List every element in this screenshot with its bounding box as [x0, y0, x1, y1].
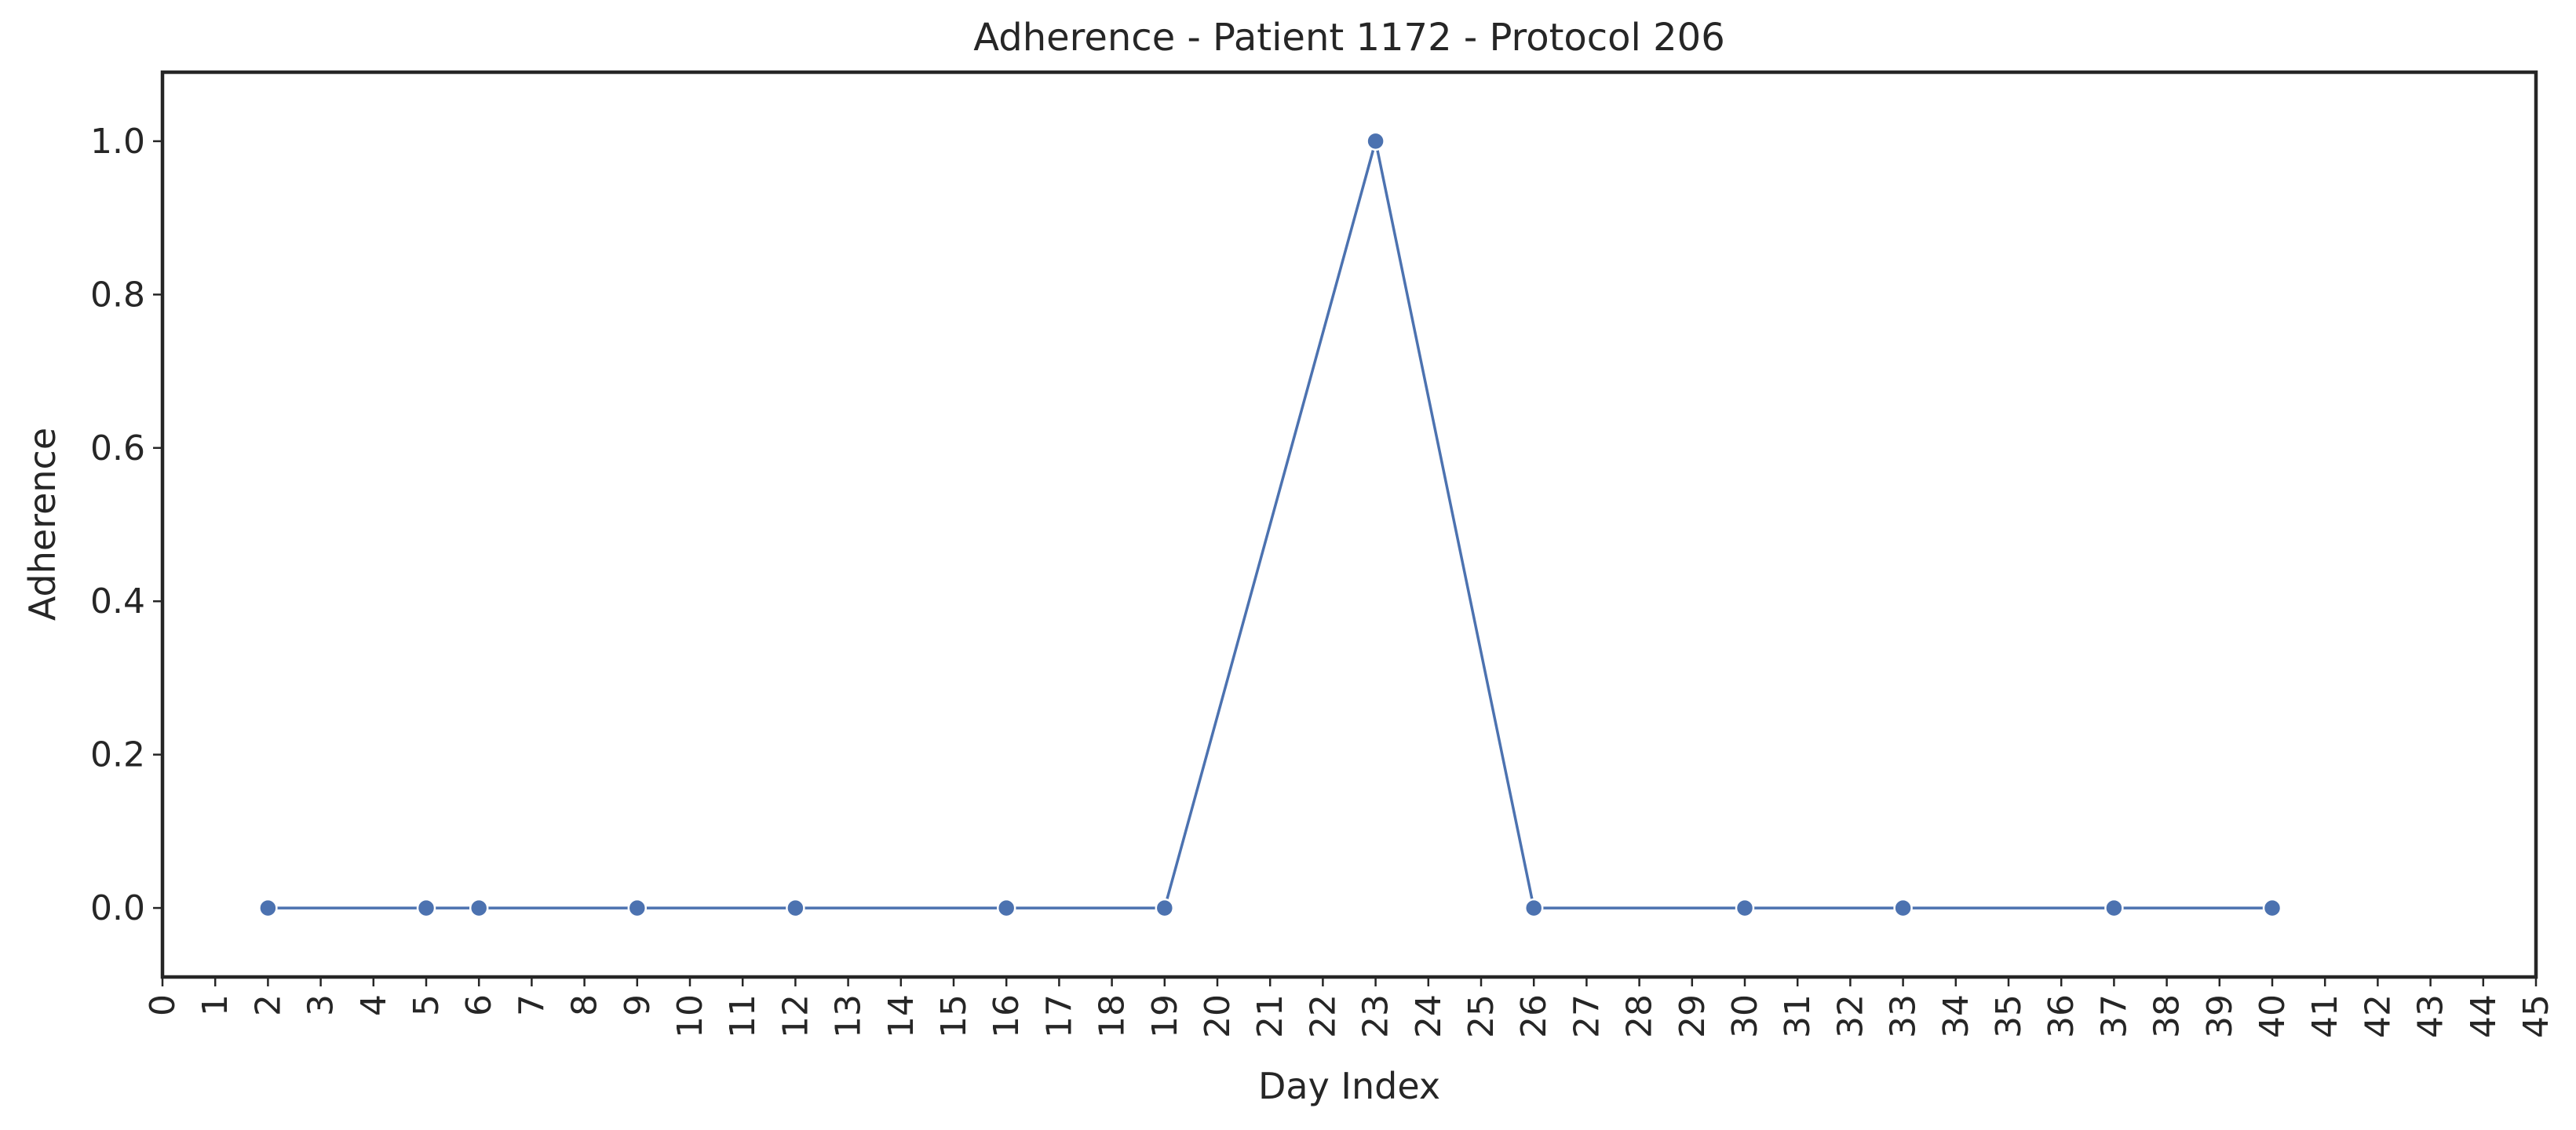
y-tick-label: 0.6	[90, 428, 145, 468]
x-tick-label: 20	[1198, 994, 1238, 1038]
data-point	[786, 898, 805, 918]
data-point	[1735, 898, 1755, 918]
series-line	[268, 140, 2272, 909]
x-tick-label: 16	[987, 994, 1027, 1038]
y-tick-label: 1.0	[90, 122, 145, 162]
x-tick-label: 30	[1725, 994, 1765, 1038]
y-axis: 0.0 0.2 0.4 0.6 0.8 1.0	[90, 122, 162, 928]
x-tick-label: 10	[670, 994, 710, 1038]
data-point	[2262, 898, 2282, 918]
x-tick-label: 9	[618, 994, 658, 1016]
x-tick-label: 32	[1830, 994, 1870, 1038]
x-tick-label: 5	[407, 994, 447, 1016]
x-tick-label: 29	[1673, 994, 1713, 1038]
data-point	[1155, 898, 1175, 918]
series-layer	[258, 131, 2282, 918]
x-tick-label: 39	[2200, 994, 2240, 1038]
x-tick-label: 3	[301, 994, 341, 1016]
x-tick-label: 0	[143, 994, 183, 1016]
x-tick-label: 1	[195, 994, 235, 1016]
x-tick-label: 2	[248, 994, 288, 1016]
chart-title: Adherence - Patient 1172 - Protocol 206	[973, 16, 1725, 60]
x-tick-label: 14	[881, 994, 921, 1038]
x-tick-label: 18	[1093, 994, 1133, 1038]
x-tick-label: 42	[2358, 994, 2398, 1038]
x-tick-label: 23	[1356, 994, 1396, 1038]
x-tick-label: 15	[934, 994, 974, 1038]
x-tick-label: 8	[565, 994, 605, 1016]
x-tick-label: 37	[2094, 994, 2134, 1038]
x-axis-label: Day Index	[1258, 1065, 1440, 1107]
x-tick-label: 19	[1145, 994, 1185, 1038]
y-axis-label: Adherence	[21, 428, 64, 621]
x-tick-label: 27	[1567, 994, 1607, 1038]
x-tick-label: 33	[1884, 994, 1924, 1038]
x-tick-label: 36	[2041, 994, 2082, 1038]
x-tick-label: 21	[1250, 994, 1290, 1038]
x-tick-label: 4	[354, 994, 394, 1016]
x-tick-label: 7	[512, 994, 552, 1016]
x-tick-label: 38	[2147, 994, 2187, 1038]
x-tick-label: 22	[1303, 994, 1343, 1038]
x-tick-label: 41	[2305, 994, 2345, 1038]
data-point	[258, 898, 278, 918]
data-point	[1893, 898, 1913, 918]
x-axis: 0 1 2 3 4 5 6 7 8 9 10 11 12 13 14 15 16 17 18 19 20 21 22 23 24…	[143, 977, 2556, 1038]
x-tick-label: 12	[775, 994, 815, 1038]
data-point	[627, 898, 648, 918]
data-point	[416, 898, 436, 918]
data-point	[2104, 898, 2124, 918]
x-tick-label: 25	[1461, 994, 1501, 1038]
x-tick-label: 17	[1039, 994, 1079, 1038]
x-tick-label: 26	[1514, 994, 1554, 1038]
data-point	[1523, 898, 1544, 918]
x-tick-label: 31	[1778, 994, 1818, 1038]
y-tick-label: 0.0	[90, 888, 145, 928]
data-point	[469, 898, 489, 918]
plot-frame	[160, 70, 2538, 979]
x-tick-label: 40	[2253, 994, 2293, 1038]
x-tick-label: 44	[2464, 994, 2504, 1038]
y-tick-label: 0.2	[90, 735, 145, 775]
x-tick-label: 24	[1409, 994, 1449, 1038]
x-tick-label: 11	[723, 994, 763, 1038]
x-tick-label: 6	[459, 994, 499, 1016]
data-point	[996, 898, 1016, 918]
y-tick-label: 0.4	[90, 581, 145, 622]
y-tick-label: 0.8	[90, 275, 145, 315]
data-point	[1366, 131, 1385, 151]
x-tick-label: 34	[1936, 994, 1976, 1038]
x-tick-label: 13	[829, 994, 869, 1038]
x-tick-label: 43	[2411, 994, 2451, 1038]
x-tick-label: 35	[1989, 994, 2029, 1038]
x-tick-label: 45	[2516, 994, 2556, 1038]
x-tick-label: 28	[1620, 994, 1660, 1038]
